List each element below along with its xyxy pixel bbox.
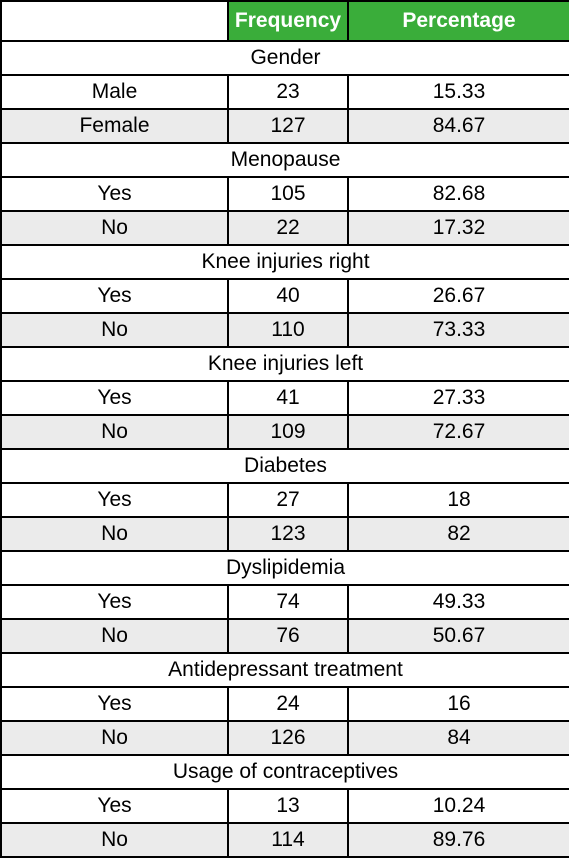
table-row: Yes 27 18 bbox=[0, 482, 569, 518]
section-header-row: Gender bbox=[0, 40, 569, 76]
table-body: Gender Male 23 15.33 Female 127 84.67 Menopause… bbox=[0, 40, 569, 858]
table-row: No 110 73.33 bbox=[0, 312, 569, 348]
percentage-cell: 72.67 bbox=[347, 414, 569, 450]
row-label: Yes bbox=[0, 584, 229, 620]
row-label: No bbox=[0, 414, 229, 450]
percentage-cell: 50.67 bbox=[347, 618, 569, 654]
section-title: Knee injuries right bbox=[0, 244, 569, 280]
row-label: No bbox=[0, 312, 229, 348]
header-percentage: Percentage bbox=[347, 0, 569, 42]
percentage-cell: 84 bbox=[347, 720, 569, 756]
table-row: Yes 74 49.33 bbox=[0, 584, 569, 620]
frequency-cell: 127 bbox=[227, 108, 349, 144]
frequency-cell: 74 bbox=[227, 584, 349, 620]
percentage-cell: 15.33 bbox=[347, 74, 569, 110]
frequency-cell: 114 bbox=[227, 822, 349, 858]
table-row: No 123 82 bbox=[0, 516, 569, 552]
frequency-cell: 123 bbox=[227, 516, 349, 552]
table-row: Yes 40 26.67 bbox=[0, 278, 569, 314]
row-label: No bbox=[0, 210, 229, 246]
frequency-cell: 24 bbox=[227, 686, 349, 722]
table-row: No 22 17.32 bbox=[0, 210, 569, 246]
percentage-cell: 84.67 bbox=[347, 108, 569, 144]
frequency-cell: 27 bbox=[227, 482, 349, 518]
frequency-cell: 105 bbox=[227, 176, 349, 212]
section-title: Menopause bbox=[0, 142, 569, 178]
header-blank-cell bbox=[0, 0, 229, 42]
table-row: No 109 72.67 bbox=[0, 414, 569, 450]
percentage-cell: 82 bbox=[347, 516, 569, 552]
frequency-cell: 13 bbox=[227, 788, 349, 824]
frequency-cell: 126 bbox=[227, 720, 349, 756]
percentage-cell: 17.32 bbox=[347, 210, 569, 246]
row-label: Yes bbox=[0, 380, 229, 416]
table-row: No 126 84 bbox=[0, 720, 569, 756]
section-title: Antidepressant treatment bbox=[0, 652, 569, 688]
row-label: No bbox=[0, 720, 229, 756]
section-title: Dyslipidemia bbox=[0, 550, 569, 586]
table-row: No 76 50.67 bbox=[0, 618, 569, 654]
section-header-row: Menopause bbox=[0, 142, 569, 178]
frequency-cell: 41 bbox=[227, 380, 349, 416]
row-label: No bbox=[0, 618, 229, 654]
row-label: Yes bbox=[0, 176, 229, 212]
percentage-cell: 89.76 bbox=[347, 822, 569, 858]
row-label: Yes bbox=[0, 686, 229, 722]
percentage-cell: 10.24 bbox=[347, 788, 569, 824]
frequency-cell: 22 bbox=[227, 210, 349, 246]
section-header-row: Usage of contraceptives bbox=[0, 754, 569, 790]
percentage-cell: 82.68 bbox=[347, 176, 569, 212]
section-title: Diabetes bbox=[0, 448, 569, 484]
table-row: Yes 41 27.33 bbox=[0, 380, 569, 416]
percentage-cell: 16 bbox=[347, 686, 569, 722]
section-title: Usage of contraceptives bbox=[0, 754, 569, 790]
section-header-row: Knee injuries right bbox=[0, 244, 569, 280]
percentage-cell: 49.33 bbox=[347, 584, 569, 620]
table-header-row: Frequency Percentage bbox=[0, 0, 569, 42]
section-title: Knee injuries left bbox=[0, 346, 569, 382]
row-label: Yes bbox=[0, 278, 229, 314]
frequency-cell: 40 bbox=[227, 278, 349, 314]
section-header-row: Diabetes bbox=[0, 448, 569, 484]
frequency-cell: 110 bbox=[227, 312, 349, 348]
section-header-row: Antidepressant treatment bbox=[0, 652, 569, 688]
row-label: Yes bbox=[0, 788, 229, 824]
percentage-cell: 26.67 bbox=[347, 278, 569, 314]
table-row: Yes 13 10.24 bbox=[0, 788, 569, 824]
section-title: Gender bbox=[0, 40, 569, 76]
table-row: Male 23 15.33 bbox=[0, 74, 569, 110]
table-row: Female 127 84.67 bbox=[0, 108, 569, 144]
frequency-cell: 23 bbox=[227, 74, 349, 110]
table-row: Yes 24 16 bbox=[0, 686, 569, 722]
percentage-cell: 73.33 bbox=[347, 312, 569, 348]
table-row: No 114 89.76 bbox=[0, 822, 569, 858]
row-label: Female bbox=[0, 108, 229, 144]
header-frequency: Frequency bbox=[227, 0, 349, 42]
row-label: Yes bbox=[0, 482, 229, 518]
table-row: Yes 105 82.68 bbox=[0, 176, 569, 212]
row-label: Male bbox=[0, 74, 229, 110]
section-header-row: Dyslipidemia bbox=[0, 550, 569, 586]
row-label: No bbox=[0, 822, 229, 858]
percentage-cell: 18 bbox=[347, 482, 569, 518]
percentage-cell: 27.33 bbox=[347, 380, 569, 416]
frequency-cell: 109 bbox=[227, 414, 349, 450]
frequency-cell: 76 bbox=[227, 618, 349, 654]
row-label: No bbox=[0, 516, 229, 552]
section-header-row: Knee injuries left bbox=[0, 346, 569, 382]
